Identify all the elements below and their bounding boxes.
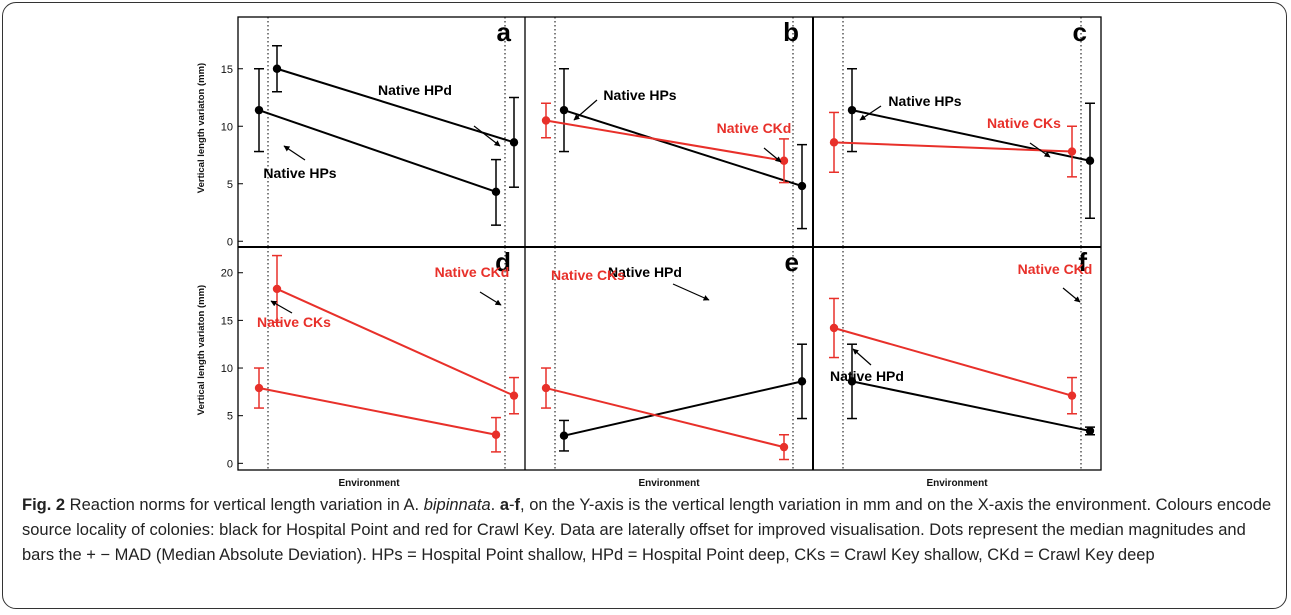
caption-species: bipinnata xyxy=(423,496,491,514)
data-point xyxy=(779,442,789,452)
label-arrow xyxy=(283,145,306,161)
caption-text-1: Reaction norms for vertical length varia… xyxy=(65,496,424,514)
data-point xyxy=(847,105,857,115)
data-point xyxy=(541,383,551,393)
panel-letter: e xyxy=(785,247,799,277)
y-tick-label: 5 xyxy=(227,179,233,191)
reaction-norm-figure: Vertical length variaton (mm) Vertical l… xyxy=(196,16,1102,489)
data-point xyxy=(797,377,807,386)
data-point xyxy=(1067,391,1077,400)
label-arrow xyxy=(1029,142,1051,158)
series-line xyxy=(276,67,515,144)
panel-letter: d xyxy=(495,247,511,277)
y-tick-label: 10 xyxy=(221,363,233,375)
panel-letter: f xyxy=(1078,247,1087,277)
data-point xyxy=(559,105,569,115)
series-line xyxy=(545,387,785,449)
data-point xyxy=(829,138,839,147)
series-line xyxy=(833,327,1073,397)
data-point xyxy=(847,377,857,386)
series-label: Native HPs xyxy=(263,165,336,181)
panel-letter: b xyxy=(783,17,799,47)
label-arrow xyxy=(1062,287,1081,303)
data-point xyxy=(272,64,282,73)
series-label: Native CKd xyxy=(435,264,510,280)
caption-range-f: f xyxy=(514,496,521,514)
data-point xyxy=(1067,147,1077,156)
data-point xyxy=(509,391,519,400)
data-point xyxy=(254,105,264,115)
y-tick-label: 0 xyxy=(227,236,233,248)
y-tick-label: 15 xyxy=(221,315,233,327)
label-arrow xyxy=(763,147,782,163)
y-tick-label: 5 xyxy=(227,411,233,423)
panel-c: c Native HPs Native CKs xyxy=(829,17,1095,247)
label-arrow xyxy=(270,300,293,314)
series-label: Native CKd xyxy=(1018,261,1093,277)
panel-a: 0 5 10 15 a Native HPd Native HPs xyxy=(221,17,519,248)
label-arrow xyxy=(672,283,710,301)
label-arrow xyxy=(859,105,882,121)
data-point xyxy=(491,430,501,439)
y-axis-label-bottom: Vertical length variaton (mm) xyxy=(196,285,207,415)
x-axis-label-f: Environment xyxy=(926,478,988,489)
data-point xyxy=(779,156,789,165)
y-tick-label: 15 xyxy=(221,64,233,76)
data-point xyxy=(797,181,807,191)
series-line xyxy=(276,288,515,397)
series-label: Native HPd xyxy=(608,264,682,280)
data-point xyxy=(272,284,282,294)
caption-dash: - xyxy=(509,496,515,514)
data-point xyxy=(541,116,551,125)
series-label: Native HPd xyxy=(378,82,452,98)
label-arrow xyxy=(473,125,501,147)
data-point xyxy=(1085,156,1095,165)
data-point xyxy=(509,138,519,147)
series-line xyxy=(258,387,497,436)
data-point xyxy=(1085,426,1095,436)
series-line xyxy=(563,380,803,437)
data-point xyxy=(491,187,501,196)
series-line xyxy=(833,141,1073,153)
label-arrow xyxy=(479,291,502,306)
caption-range-a: a xyxy=(499,496,510,514)
series-label: Native CKd xyxy=(717,120,792,136)
data-point xyxy=(559,431,569,440)
series-label: Native HPs xyxy=(888,93,961,109)
y-axis-label-top: Vertical length variaton (mm) xyxy=(196,63,207,193)
y-tick-label: 20 xyxy=(221,268,233,280)
series-line xyxy=(258,109,497,193)
series-line xyxy=(545,119,785,162)
series-line xyxy=(563,109,803,188)
series-label: Native CKs xyxy=(987,115,1061,131)
data-point xyxy=(254,383,264,393)
label-arrow xyxy=(573,99,598,121)
caption-text-2: . xyxy=(490,496,500,514)
x-axis-label-e: Environment xyxy=(638,478,700,489)
label-arrow xyxy=(852,348,872,366)
y-tick-label: 0 xyxy=(227,458,233,470)
x-axis-label-d: Environment xyxy=(338,478,400,489)
panel-letter: a xyxy=(497,17,512,47)
panel-f: f Native HPd Native CKd xyxy=(829,247,1095,470)
plot-grid-border xyxy=(237,16,1102,471)
panel-b: b Native HPs Native CKd xyxy=(541,17,807,247)
caption-label: Fig. 2 xyxy=(22,496,66,514)
series-label: Native HPs xyxy=(603,87,676,103)
caption-text-3: , on the Y-axis is the vertical length v… xyxy=(22,496,1272,564)
panel-letter: c xyxy=(1073,17,1087,47)
y-tick-label: 10 xyxy=(221,121,233,133)
series-label: Native CKs xyxy=(257,314,331,330)
series-label: Native CKs xyxy=(551,267,625,283)
figure-caption: Fig. 2 Reaction norms for vertical lengt… xyxy=(22,493,1272,568)
series-label: Native HPd xyxy=(830,368,904,384)
data-point xyxy=(829,323,839,333)
series-line xyxy=(851,380,1091,432)
